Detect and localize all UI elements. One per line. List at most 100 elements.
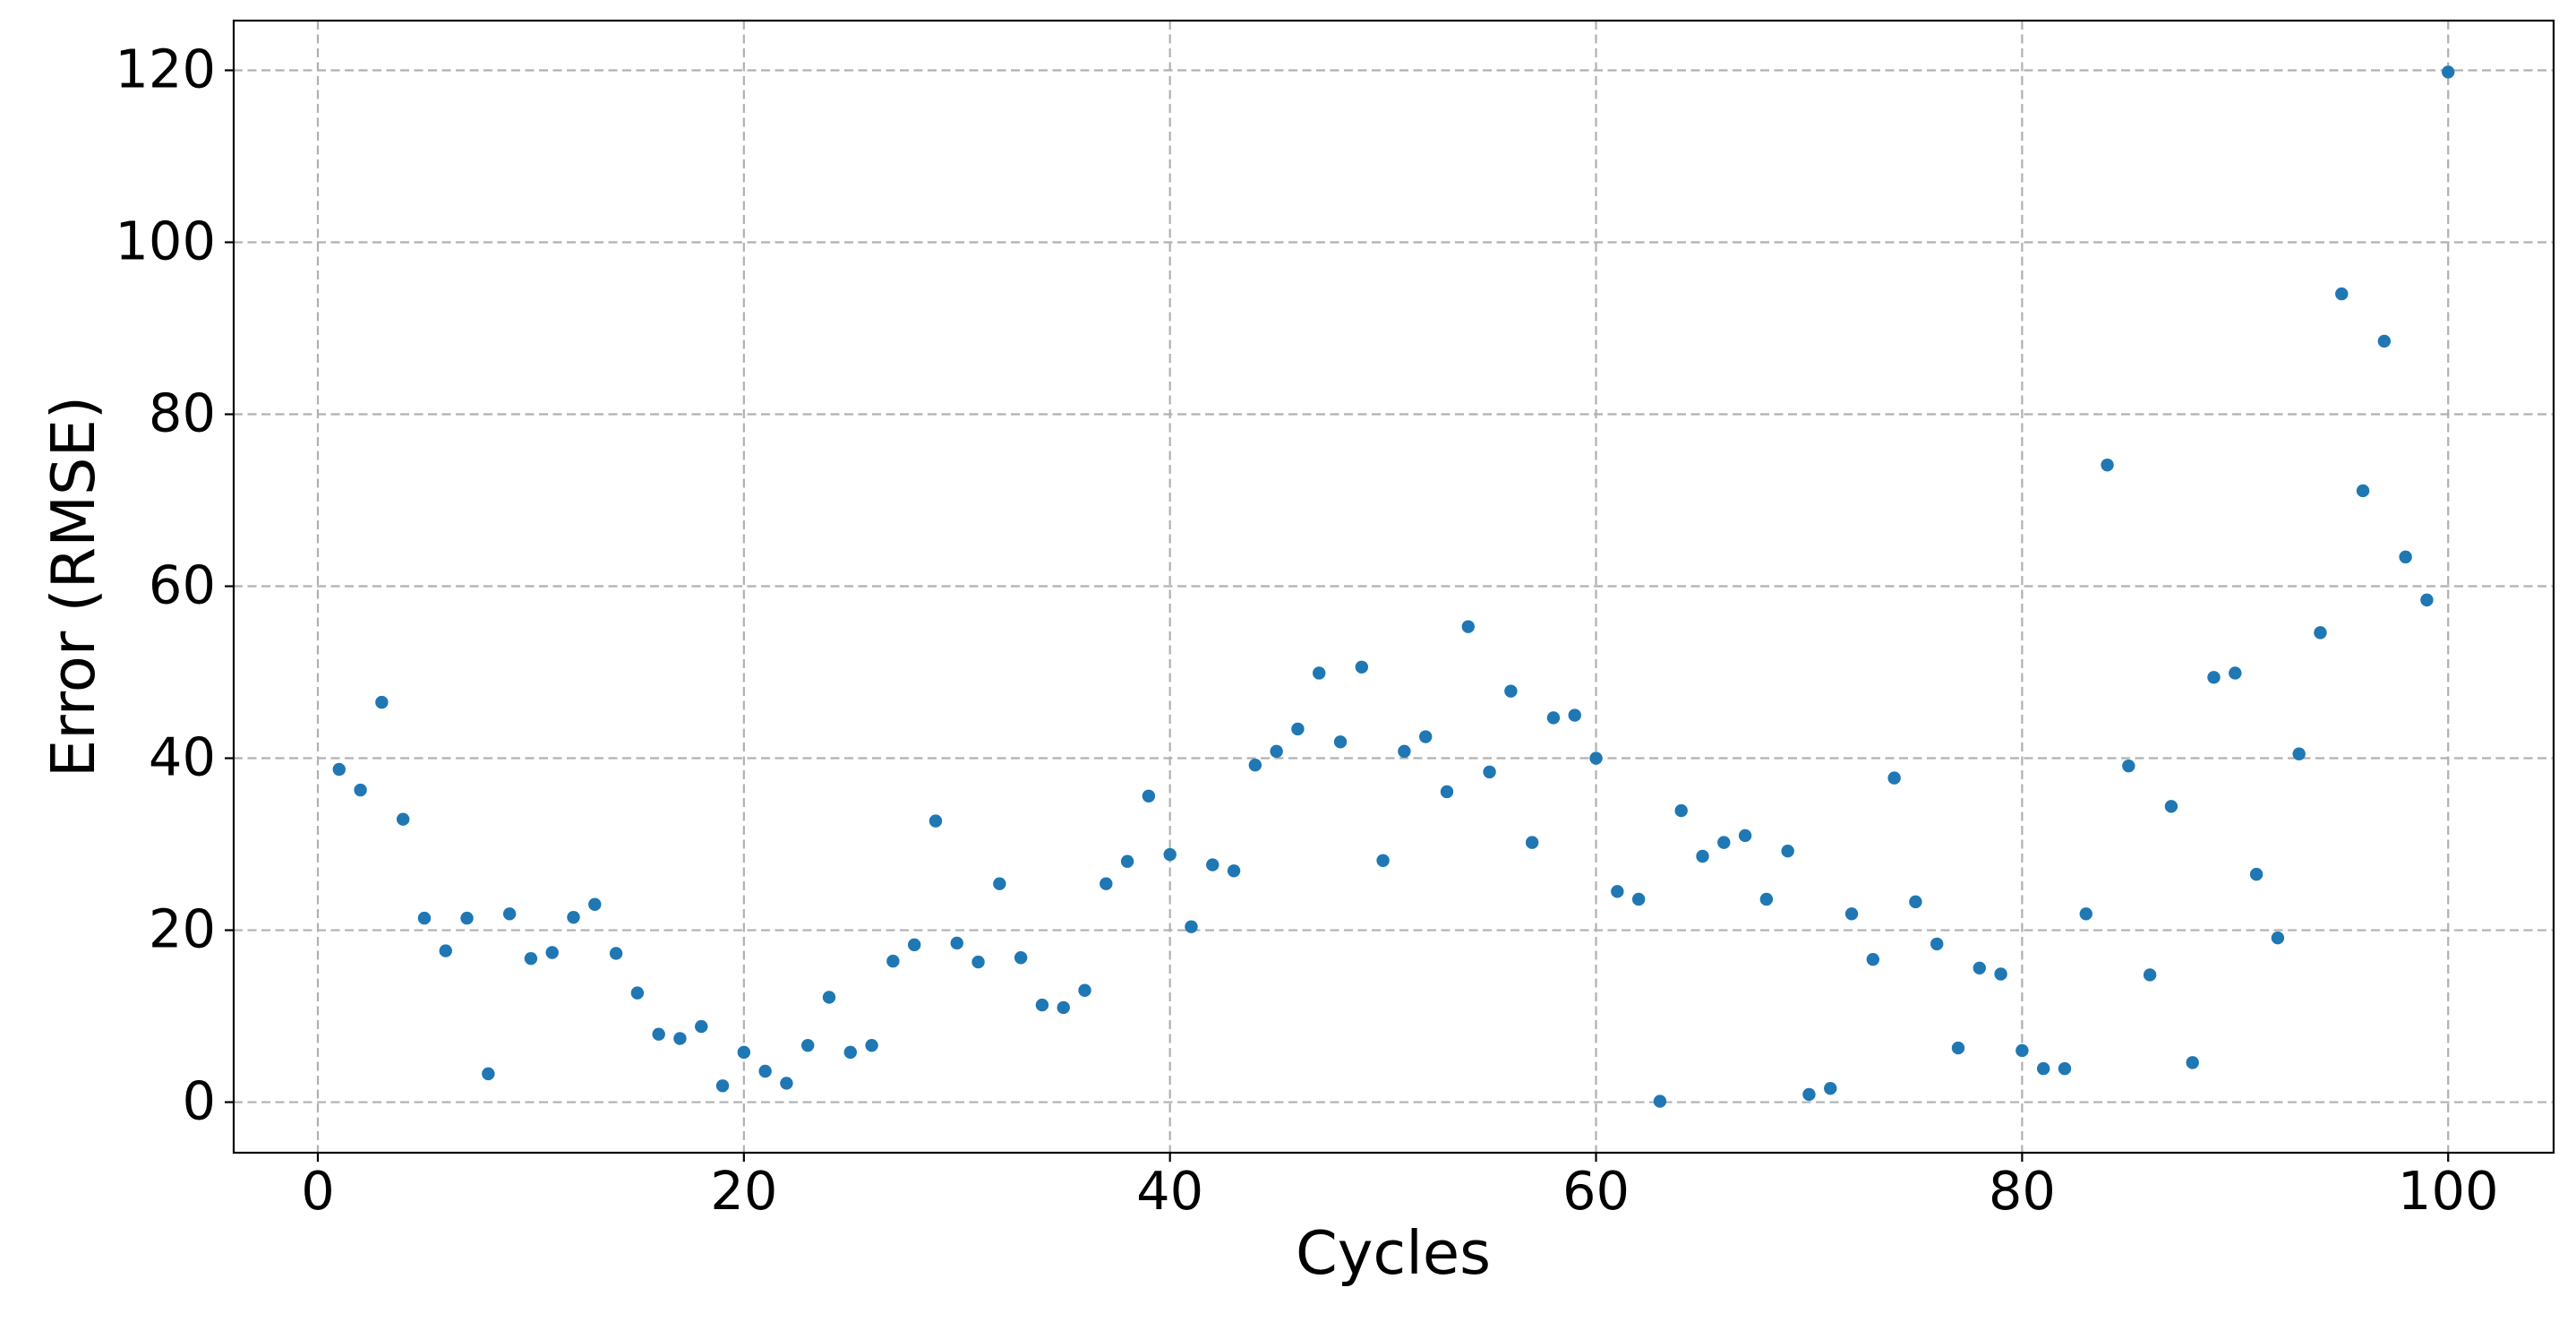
- data-point: [1717, 836, 1731, 849]
- data-point: [396, 812, 410, 826]
- data-point: [737, 1045, 751, 1060]
- data-point: [1014, 951, 1028, 965]
- data-point: [1930, 937, 1944, 951]
- data-point: [1653, 1095, 1667, 1108]
- data-point: [1313, 666, 1326, 680]
- data-point: [843, 1045, 857, 1060]
- y-tick-label: 60: [149, 554, 216, 615]
- data-point: [1866, 952, 1880, 966]
- data-point: [1440, 785, 1454, 799]
- data-point: [2377, 334, 2392, 348]
- data-point: [929, 814, 943, 828]
- data-point: [652, 1027, 665, 1041]
- data-point: [1057, 1000, 1070, 1015]
- data-point: [2292, 747, 2306, 760]
- tick-labels: 0 20 40 60 80 100 0 20 40 60 80 100 120: [115, 38, 2498, 1222]
- x-tick-label: 0: [301, 1160, 335, 1222]
- data-point: [1418, 730, 1433, 743]
- y-tick-label: 40: [149, 725, 216, 787]
- data-point: [1909, 895, 1922, 909]
- data-point: [2101, 458, 2114, 472]
- x-tick-label: 100: [2398, 1160, 2499, 1222]
- data-point: [375, 695, 389, 709]
- data-point: [1589, 751, 1603, 765]
- data-point: [1248, 759, 1262, 772]
- y-tick-label: 100: [115, 210, 216, 271]
- data-point: [715, 1079, 730, 1093]
- data-point: [1398, 744, 1411, 759]
- data-point: [2079, 907, 2092, 921]
- x-tick-label: 40: [1136, 1160, 1203, 1222]
- data-point: [673, 1032, 687, 1045]
- x-tick-label: 60: [1562, 1160, 1630, 1222]
- gridlines: [234, 21, 2554, 1153]
- data-point: [1525, 836, 1539, 849]
- data-point: [460, 911, 474, 925]
- data-point: [1291, 722, 1305, 736]
- data-point: [2143, 968, 2157, 982]
- data-point: [482, 1067, 495, 1081]
- data-point: [354, 783, 367, 797]
- data-point: [1206, 858, 1220, 871]
- data-point: [630, 986, 645, 1000]
- data-point: [886, 954, 900, 968]
- x-tick-label: 80: [1989, 1160, 2056, 1222]
- data-point: [1631, 892, 1646, 906]
- data-point: [2015, 1043, 2029, 1058]
- data-point: [439, 944, 452, 957]
- data-point: [1504, 684, 1518, 698]
- y-tick-label: 120: [115, 38, 216, 99]
- data-point: [1759, 892, 1774, 906]
- data-point: [695, 1019, 708, 1034]
- data-point: [2164, 800, 2178, 813]
- data-point: [1100, 877, 1113, 890]
- data-point: [2229, 666, 2242, 680]
- data-point: [822, 991, 836, 1004]
- data-point: [1824, 1081, 1837, 1095]
- data-point: [1185, 920, 1198, 933]
- data-point: [865, 1038, 878, 1052]
- data-point: [2122, 759, 2135, 773]
- x-tick-label: 20: [710, 1160, 777, 1222]
- data-point: [1802, 1087, 1816, 1102]
- data-point: [2249, 867, 2264, 881]
- data-point: [2356, 484, 2370, 498]
- data-point: [1376, 854, 1390, 867]
- x-axis-label: Cycles: [1296, 1218, 1491, 1288]
- data-point: [758, 1064, 772, 1078]
- data-point: [1333, 735, 1348, 749]
- data-point: [524, 952, 538, 966]
- data-point: [971, 955, 985, 969]
- data-point: [2442, 65, 2455, 79]
- data-points: [332, 65, 2455, 1108]
- data-point: [1994, 967, 2007, 981]
- data-point: [1844, 907, 1859, 921]
- y-tick-label: 0: [182, 1069, 216, 1131]
- data-point: [2207, 671, 2221, 684]
- y-tick-label: 20: [149, 897, 216, 959]
- data-point: [801, 1038, 815, 1052]
- y-tick-label: 80: [149, 382, 216, 443]
- data-point: [1035, 998, 1049, 1012]
- data-point: [567, 910, 580, 924]
- data-point: [1738, 828, 1752, 843]
- data-point: [1227, 864, 1241, 878]
- data-point: [1355, 660, 1369, 674]
- data-point: [2335, 287, 2349, 301]
- data-point: [780, 1077, 793, 1090]
- data-point: [1951, 1041, 1965, 1055]
- data-point: [1078, 983, 1091, 997]
- data-point: [2399, 550, 2412, 564]
- plot-border: [232, 19, 2555, 1155]
- axis-ticks: [225, 69, 2450, 1162]
- data-point: [907, 938, 921, 952]
- data-point: [1120, 854, 1134, 868]
- data-point: [1270, 744, 1283, 759]
- data-point: [1611, 885, 1624, 898]
- data-point: [2186, 1056, 2199, 1069]
- data-point: [2420, 593, 2434, 607]
- data-point: [588, 897, 602, 911]
- data-point: [1674, 803, 1688, 818]
